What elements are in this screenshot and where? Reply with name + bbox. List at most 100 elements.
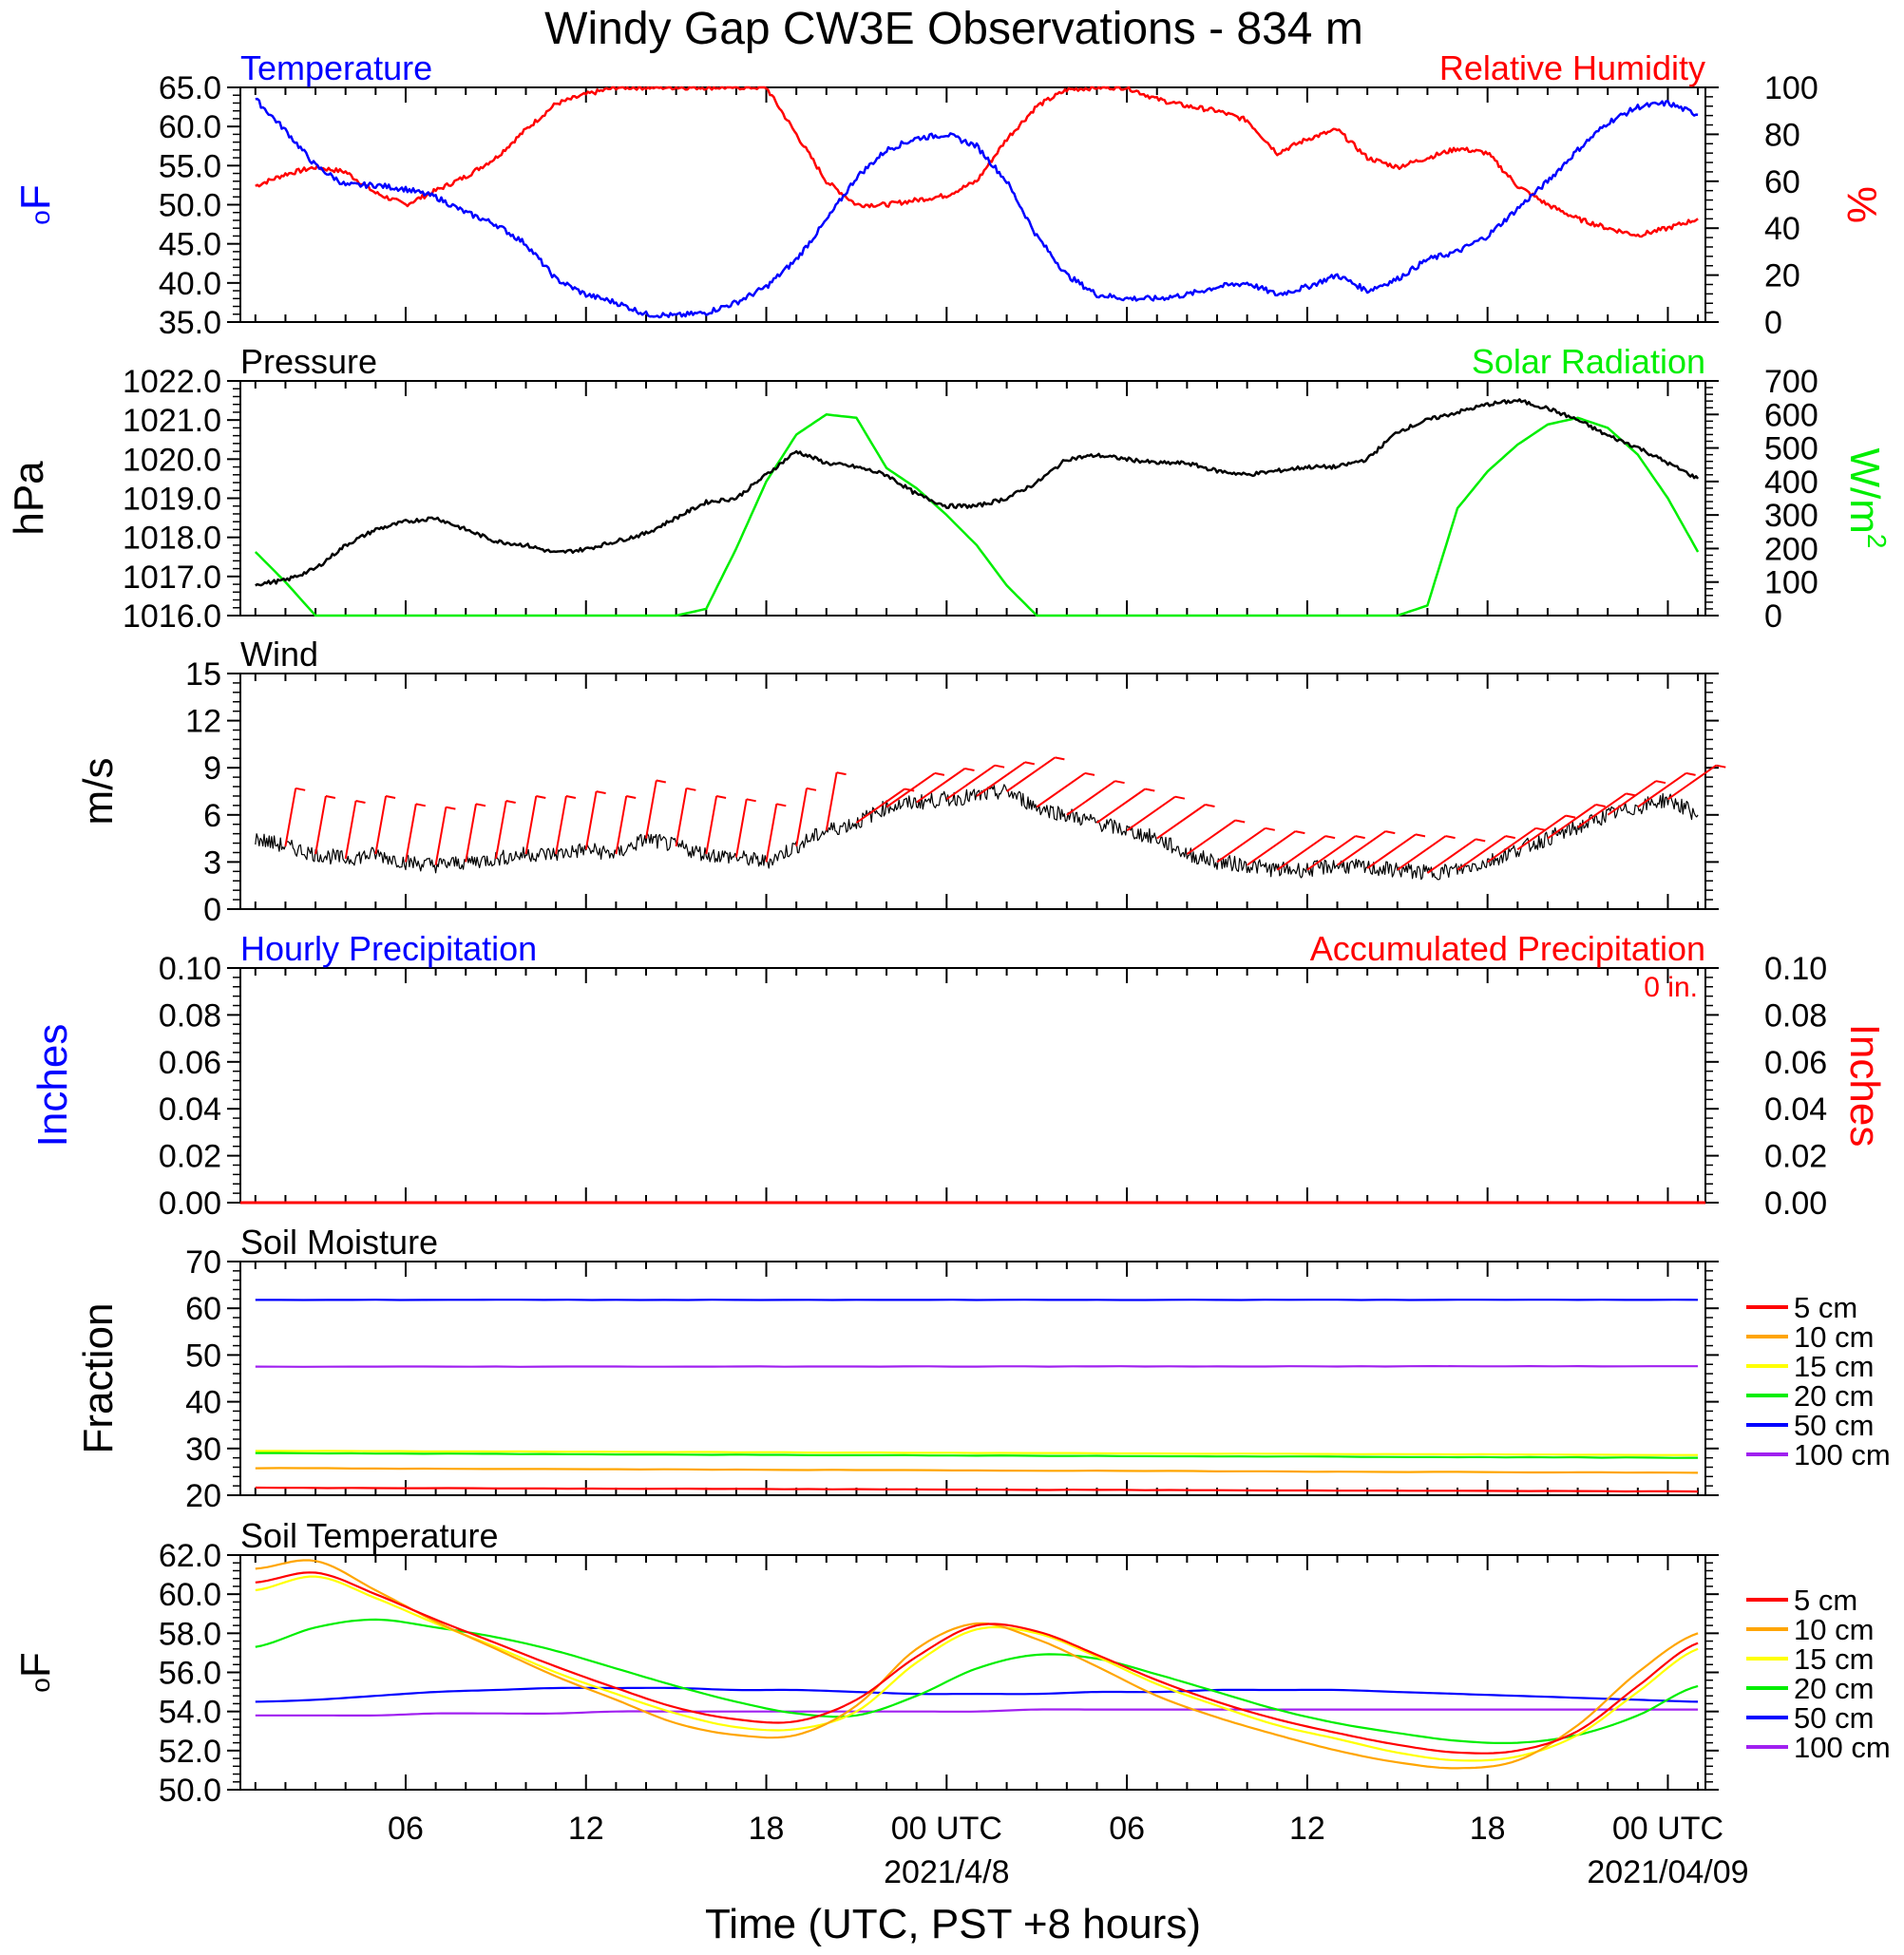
wind-barb-flag xyxy=(355,800,366,804)
wind-barb-flag xyxy=(836,771,847,776)
wind-barb xyxy=(1066,780,1125,816)
panel-title-relative-humidity: Relative Humidity xyxy=(1439,48,1705,87)
wind-barb-staff xyxy=(1126,795,1176,832)
y-tick-label: 60.0 xyxy=(159,1577,221,1613)
y-tick-label: 1017.0 xyxy=(123,560,221,596)
wind-barb-staff xyxy=(1306,835,1357,871)
legend-label: 10 cm xyxy=(1794,1320,1874,1354)
y-tick-label: 9 xyxy=(203,750,221,787)
x-tick-label: 12 xyxy=(1289,1811,1325,1847)
y-tick-label: 62.0 xyxy=(159,1538,221,1574)
wind-barb xyxy=(645,779,666,839)
wind-barb-flag xyxy=(415,803,426,807)
wind-barb xyxy=(1487,826,1546,864)
wind-barb xyxy=(1336,830,1396,866)
x-tick-label: 12 xyxy=(568,1811,604,1847)
x-tick-label: 06 xyxy=(1109,1811,1145,1847)
wind-barb-staff xyxy=(1276,835,1326,871)
series-temperature xyxy=(255,97,1699,319)
wind-barb-staff xyxy=(1397,835,1447,871)
y-right-tick-label: 300 xyxy=(1764,498,1818,534)
y-tick-label: 0.10 xyxy=(159,951,221,987)
legend-label: 5 cm xyxy=(1794,1584,1857,1617)
wind-barb-flag xyxy=(1595,804,1606,807)
y-right-tick-label: 0 xyxy=(1764,598,1782,635)
wind-barb-staff xyxy=(675,788,688,847)
wind-barb-flag xyxy=(1716,764,1726,769)
wind-barb-staff xyxy=(374,795,388,855)
panel-title-soil-temperature: Soil Temperature xyxy=(240,1516,498,1555)
y-tick-label: 50.0 xyxy=(159,188,221,224)
y-tick-label: 40.0 xyxy=(159,266,221,302)
wind-barb-staff xyxy=(945,764,996,801)
wind-barb-flag xyxy=(295,787,306,791)
y-tick-label: 15 xyxy=(185,656,221,693)
y-tick-label: 30 xyxy=(185,1432,221,1468)
y-unit-percent: % xyxy=(1838,186,1885,223)
y-tick-label: 52.0 xyxy=(159,1734,221,1770)
wind-barb-staff xyxy=(1036,772,1086,808)
wind-barb xyxy=(825,771,847,831)
wind-barb-flag xyxy=(1415,833,1426,838)
y-unit-inches-left: Inches xyxy=(29,1024,76,1148)
x-tick-label: 00 UTC xyxy=(891,1811,1002,1847)
wind-barb-flag xyxy=(656,779,666,784)
wind-barb-flag xyxy=(746,798,756,803)
wind-barb xyxy=(344,800,366,860)
wind-barb xyxy=(555,795,577,855)
wind-barb-flag xyxy=(715,795,727,799)
y-right-tick-label: 700 xyxy=(1764,364,1818,400)
wind-barb-staff xyxy=(524,795,538,855)
wind-barb-flag xyxy=(1055,756,1065,761)
wind-barb xyxy=(284,787,306,847)
wind-barb-flag xyxy=(1505,835,1515,840)
y-unit-degF-soil: oF xyxy=(12,1652,59,1692)
y-tick-label: 50 xyxy=(185,1338,221,1374)
wind-barb-flag xyxy=(1265,826,1275,831)
wind-barb-flag xyxy=(1355,835,1365,840)
wind-barb xyxy=(795,787,817,847)
y-tick-label: 1022.0 xyxy=(123,364,221,400)
y-right-tick-label: 80 xyxy=(1764,117,1800,153)
series-soil-moisture xyxy=(255,1365,1699,1368)
panel-frame xyxy=(239,1554,1706,1791)
wind-barb-flag xyxy=(1626,792,1636,797)
wind-barb xyxy=(1095,788,1155,824)
y-unit-inches-right: Inches xyxy=(1841,1024,1888,1148)
x-tick-label: 00 UTC xyxy=(1612,1811,1723,1847)
y-tick-label: 0.04 xyxy=(159,1091,221,1128)
y-unit-ms: m/s xyxy=(75,758,122,826)
y-tick-label: 1016.0 xyxy=(123,598,221,635)
wind-barb-staff xyxy=(1516,814,1567,851)
wind-barb xyxy=(734,798,756,858)
x-date-label: 2021/4/8 xyxy=(884,1854,1009,1890)
wind-barb xyxy=(945,764,1005,801)
y-tick-label: 0 xyxy=(203,892,221,928)
wind-barb-flag xyxy=(1024,761,1035,766)
y-tick-label: 58.0 xyxy=(159,1616,221,1652)
wind-barb-staff xyxy=(885,772,936,808)
wind-barb xyxy=(405,803,426,863)
series-soil-temperature xyxy=(255,1575,1699,1762)
y-tick-label: 56.0 xyxy=(159,1656,221,1692)
y-tick-label: 20 xyxy=(185,1478,221,1514)
wind-barb xyxy=(1156,804,1215,840)
y-tick-label: 0.06 xyxy=(159,1045,221,1081)
text-layer: 65.060.055.050.045.040.035.0100806040200… xyxy=(6,48,1892,1890)
y-tick-label: 6 xyxy=(203,798,221,834)
wind-barb xyxy=(675,787,696,847)
legend-label: 10 cm xyxy=(1794,1613,1874,1646)
panel-title-wind: Wind xyxy=(240,635,318,674)
panel-frame xyxy=(239,380,1706,617)
wind-barb xyxy=(1637,771,1696,808)
grid-layer xyxy=(227,86,1719,1791)
y-unit-hpa: hPa xyxy=(6,461,52,536)
wind-barb-flag xyxy=(1205,804,1215,807)
y-unit-wm2: W/m2 xyxy=(1841,448,1892,549)
y-unit-fraction: Fraction xyxy=(75,1303,122,1454)
wind-barb-flag xyxy=(385,795,396,799)
y-tick-label: 45.0 xyxy=(159,227,221,263)
wind-barb xyxy=(1607,780,1666,816)
series-pressure xyxy=(255,398,1700,587)
